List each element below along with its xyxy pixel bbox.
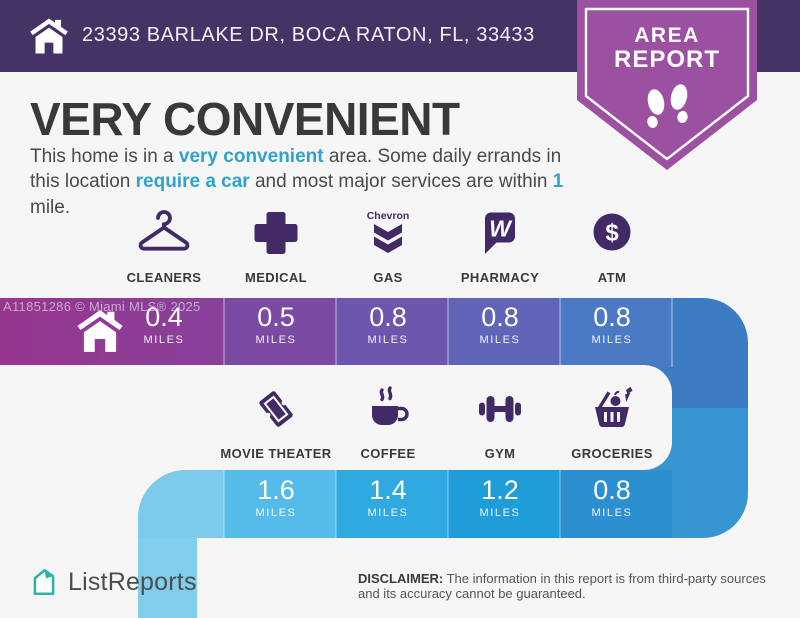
highlight-one-mile: 1 <box>552 171 564 193</box>
place-atm: $ ATM <box>542 205 682 285</box>
place-cleaners: CLEANERS <box>94 205 234 285</box>
distance-gas: 0.8 MILES <box>367 302 409 347</box>
distance-groceries: 0.8 MILES <box>591 475 633 520</box>
distance-movie-theater: 1.6 MILES <box>255 475 297 520</box>
hanger-icon <box>94 205 234 261</box>
dumbbell-icon <box>430 381 570 437</box>
svg-text:$: $ <box>605 220 619 247</box>
chevron-gas-icon: Chevron <box>318 205 458 261</box>
bar-home-icon <box>77 310 123 352</box>
place-gas: Chevron GAS <box>318 205 458 285</box>
mls-watermark: A11851286 © Miami MLS® 2025 <box>3 299 201 314</box>
area-report-badge <box>577 0 757 170</box>
distance-pharmacy: 0.8 MILES <box>479 302 521 347</box>
place-movie-theater: MOVIE THEATER <box>206 381 346 461</box>
highlight-require-car: require a car <box>135 171 250 193</box>
place-pharmacy: W PHARMACY <box>430 205 570 285</box>
highlight-very-convenient: very convenient <box>178 146 324 167</box>
ticket-icon <box>206 381 346 437</box>
place-medical: MEDICAL <box>206 205 346 285</box>
distance-medical: 0.5 MILES <box>255 302 297 347</box>
place-coffee: COFFEE <box>318 381 458 461</box>
place-gym: GYM <box>430 381 570 461</box>
svg-text:Chevron: Chevron <box>367 210 410 222</box>
listreports-logo: ListReports <box>28 566 197 598</box>
grocery-basket-icon <box>542 381 682 437</box>
distance-atm: 0.8 MILES <box>591 302 633 347</box>
home-icon <box>30 18 68 54</box>
brand-name: ListReports <box>68 567 197 596</box>
property-address: 23393 BARLAKE DR, BOCA RATON, FL, 33433 <box>82 24 535 46</box>
medical-cross-icon <box>206 205 346 261</box>
distance-gym: 1.2 MILES <box>479 475 521 520</box>
badge-line2: REPORT <box>613 46 720 73</box>
coffee-cup-icon <box>318 381 458 437</box>
footprints-icon <box>647 84 688 128</box>
disclaimer-label: DISCLAIMER: <box>358 571 444 586</box>
dollar-circle-icon: $ <box>542 205 682 261</box>
description-text: This home is in a very convenient area. … <box>30 146 564 218</box>
disclaimer: DISCLAIMER: The information in this repo… <box>358 571 766 602</box>
place-groceries: GROCERIES <box>542 381 682 461</box>
distance-cleaners: 0.4 MILES <box>143 302 185 347</box>
page-title: VERY CONVENIENT <box>30 93 460 145</box>
svg-text:W: W <box>489 216 513 242</box>
listreports-house-icon <box>33 568 55 596</box>
badge-line1: AREA <box>634 24 700 47</box>
walgreens-icon: W <box>430 205 570 261</box>
distance-coffee: 1.4 MILES <box>367 475 409 520</box>
